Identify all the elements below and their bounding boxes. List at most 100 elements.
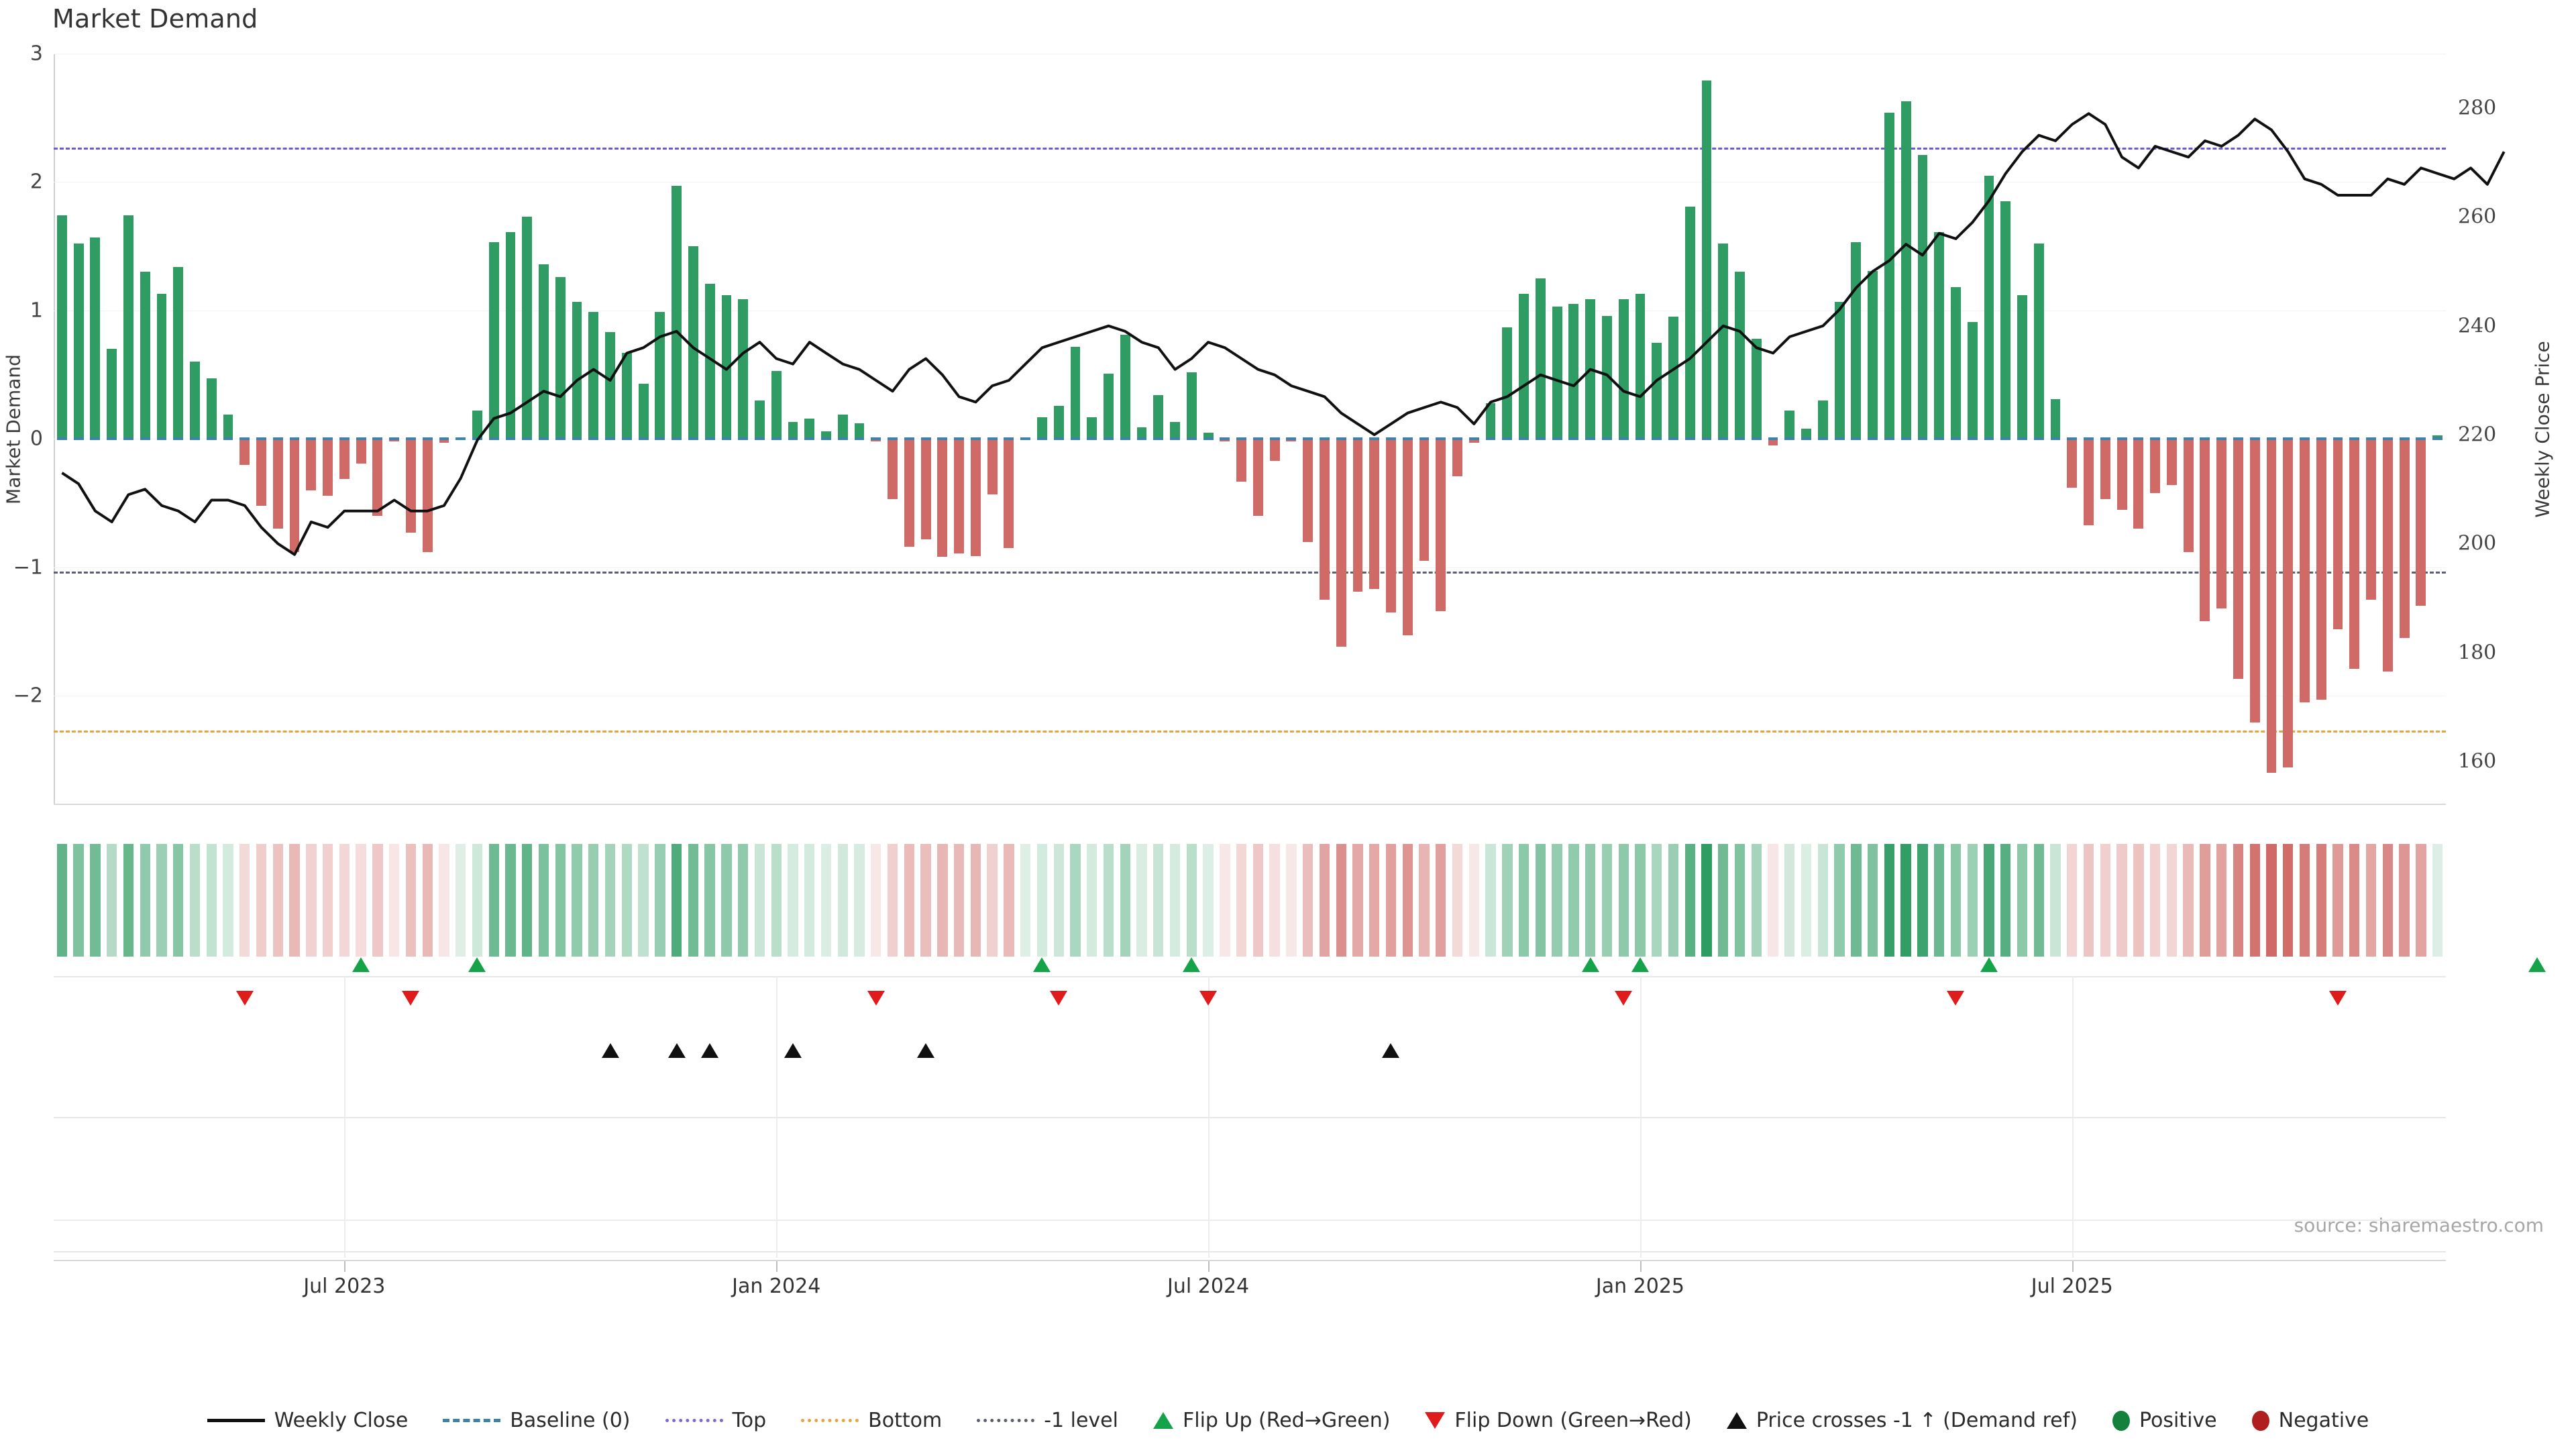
heat-cell <box>1751 844 1762 957</box>
heat-cell <box>2149 844 2161 957</box>
demand-bar <box>1087 417 1097 439</box>
x-tick-mark <box>1208 1261 1210 1272</box>
demand-bar <box>190 362 200 439</box>
flip-down-marker <box>1947 991 1965 1006</box>
demand-bar <box>1884 113 1894 439</box>
baseline-segment <box>2166 437 2177 441</box>
heat-cell <box>1252 844 1264 957</box>
legend-item[interactable]: -1 level <box>977 1409 1118 1432</box>
heat-cell <box>522 844 533 957</box>
demand-bar <box>1967 322 1978 439</box>
legend-label: -1 level <box>1044 1409 1118 1432</box>
heat-cell <box>904 844 914 957</box>
price-cross-marker <box>1382 1043 1400 1058</box>
legend-item[interactable]: Weekly Close <box>207 1409 408 1432</box>
legend-item[interactable]: Top <box>665 1409 766 1432</box>
demand-bar <box>771 370 782 439</box>
baseline-segment <box>2249 437 2260 441</box>
legend-item[interactable]: Negative <box>2251 1409 2369 1432</box>
price-cross-marker <box>701 1043 719 1058</box>
baseline-segment <box>1320 437 1330 441</box>
demand-bar <box>1784 411 1795 439</box>
heat-cell <box>1302 844 1313 957</box>
demand-bar <box>223 414 233 439</box>
demand-bar <box>239 439 250 465</box>
demand-heat-strip <box>54 844 2446 957</box>
heat-cell <box>2299 844 2310 957</box>
demand-bar <box>439 439 449 443</box>
heat-cell <box>256 844 267 957</box>
demand-bar <box>555 277 566 439</box>
flip-up-marker <box>1033 957 1051 972</box>
baseline-segment <box>904 437 914 441</box>
marker-rows-panel <box>54 957 2546 1258</box>
demand-bar <box>721 294 732 439</box>
legend-item[interactable]: Positive <box>2112 1409 2217 1432</box>
baseline-segment <box>140 437 150 441</box>
heat-cell <box>1103 844 1114 957</box>
baseline-segment <box>107 437 117 441</box>
demand-bar <box>1386 439 1396 612</box>
demand-bar <box>2249 439 2260 723</box>
triangle-down-red-icon <box>1425 1412 1446 1429</box>
flip-down-marker <box>1615 991 1633 1006</box>
baseline-segment <box>704 437 715 441</box>
heat-cell <box>704 844 715 957</box>
demand-bar <box>572 301 582 439</box>
dot-red-icon <box>2251 1410 2269 1431</box>
line-black-icon <box>207 1419 265 1422</box>
legend-item[interactable]: Bottom <box>801 1409 942 1432</box>
baseline-segment <box>588 437 599 441</box>
heat-cell <box>322 844 333 957</box>
baseline-segment <box>2200 437 2210 441</box>
baseline-segment <box>1120 437 1130 441</box>
demand-bar <box>1303 439 1313 542</box>
demand-bar <box>73 244 84 439</box>
legend-item[interactable]: Baseline (0) <box>443 1409 631 1432</box>
demand-bar <box>505 232 516 439</box>
heat-cell <box>588 844 599 957</box>
demand-bar <box>1635 294 1646 439</box>
baseline-segment <box>1568 437 1579 441</box>
heat-cell <box>887 844 898 957</box>
heat-cell <box>2233 844 2244 957</box>
baseline-segment <box>289 437 300 441</box>
legend-item[interactable]: Flip Up (Red→Green) <box>1152 1409 1390 1432</box>
heat-cell <box>2216 844 2227 957</box>
baseline-segment <box>1601 437 1612 441</box>
heat-cell <box>804 844 815 957</box>
demand-bar <box>372 439 383 517</box>
baseline-segment <box>372 437 383 441</box>
baseline-segment <box>1951 437 1961 441</box>
legend-item[interactable]: Flip Down (Green→Red) <box>1425 1409 1692 1432</box>
x-axis-baseline-rule <box>54 1260 2446 1261</box>
heat-cell <box>920 844 931 957</box>
demand-bar <box>306 439 317 490</box>
y-tick-label-right: 200 <box>2458 531 2497 555</box>
heat-cell <box>820 844 832 957</box>
legend-item[interactable]: Price crosses -1 ↑ (Demand ref) <box>1726 1409 2078 1432</box>
heat-cell <box>1369 844 1380 957</box>
baseline-segment <box>488 437 499 441</box>
heat-cell <box>1851 844 1862 957</box>
heat-cell <box>1004 844 1014 957</box>
dashed-blue-icon <box>443 1419 501 1422</box>
heat-cell <box>621 844 633 957</box>
heat-cell <box>306 844 317 957</box>
baseline-segment <box>2266 437 2277 441</box>
heat-cell <box>1668 844 1679 957</box>
marker-row-gridline <box>54 1251 2446 1252</box>
heat-cell <box>1468 844 1479 957</box>
heat-cell <box>1120 844 1130 957</box>
y-axis-line <box>54 54 55 805</box>
baseline-segment <box>1004 437 1014 441</box>
demand-bar <box>755 400 765 439</box>
demand-bar <box>1801 429 1811 439</box>
baseline-segment <box>206 437 217 441</box>
baseline-segment <box>2332 437 2343 441</box>
x-tick-label: Jan 2024 <box>732 1275 821 1298</box>
baseline-segment <box>1984 437 1994 441</box>
lower-grid-rule <box>54 1220 2446 1221</box>
demand-bar <box>1037 417 1047 439</box>
flip-down-marker <box>1050 991 1068 1006</box>
